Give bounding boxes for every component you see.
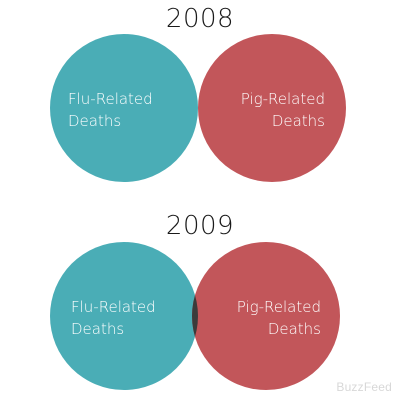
flu-circle-2009 — [50, 242, 198, 390]
pig-circle-2008 — [198, 34, 346, 182]
pig-label-line1-2008: Pig-Related — [241, 90, 325, 108]
flu-label-line1-2008: Flu-Related — [68, 90, 153, 108]
flu-label-line2-2008: Deaths — [68, 112, 121, 130]
venn-2008: Flu-Related Deaths Pig-Related Deaths — [50, 34, 346, 182]
buzzfeed-watermark: BuzzFeed — [336, 380, 392, 394]
pig-label-line2-2009: Deaths — [268, 320, 321, 338]
title-2009: 2009 — [165, 211, 235, 241]
flu-label-line2-2009: Deaths — [71, 320, 124, 338]
flu-circle-2008 — [50, 34, 198, 182]
pig-label-line1-2009: Pig-Related — [237, 298, 321, 316]
title-2008: 2008 — [165, 4, 235, 34]
pig-circle-2009 — [192, 242, 340, 390]
pig-label-line2-2008: Deaths — [272, 112, 325, 130]
flu-label-line1-2009: Flu-Related — [71, 298, 156, 316]
venn-2009: Flu-Related Deaths Pig-Related Deaths — [50, 242, 340, 390]
